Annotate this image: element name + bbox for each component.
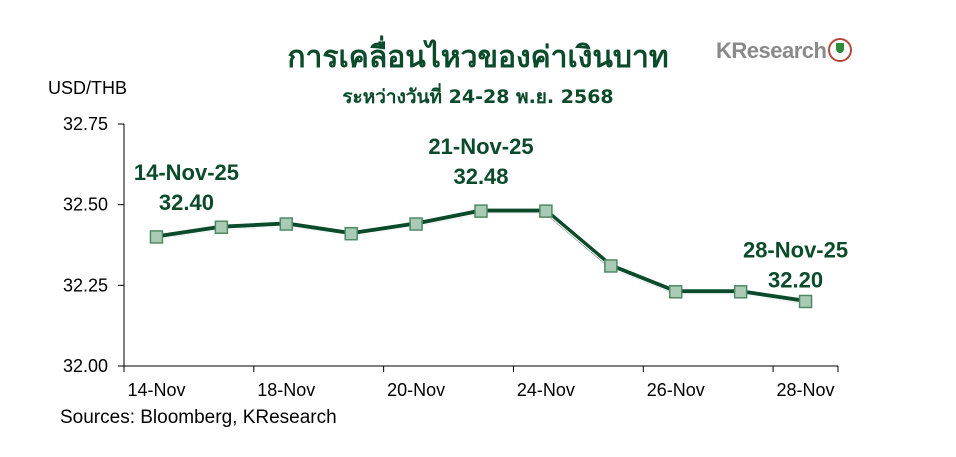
series-line xyxy=(156,208,806,304)
data-label-value: 32.40 xyxy=(159,190,214,215)
logo-text: KResearch xyxy=(716,38,827,63)
data-point xyxy=(214,220,229,235)
y-axis-label: USD/THB xyxy=(48,78,128,98)
data-label-date: 28-Nov-25 xyxy=(743,237,848,262)
kresearch-logo: KResearch xyxy=(716,38,853,64)
data-label: 28-Nov-25 32.20 xyxy=(743,237,848,292)
data-label: 14-Nov-25 32.40 xyxy=(134,160,239,215)
x-tick-label: 18-Nov xyxy=(257,380,315,400)
chart-subtitle: ระหว่างวันที่ 24-28 พ.ย. 2568 xyxy=(342,86,614,108)
data-label-value: 32.48 xyxy=(453,164,508,189)
data-label-value: 32.20 xyxy=(768,267,823,292)
y-tick-label: 32.00 xyxy=(63,356,108,376)
y-tick-label: 32.25 xyxy=(63,275,108,295)
data-point xyxy=(149,230,164,244)
data-label: 21-Nov-25 32.48 xyxy=(428,134,533,189)
data-point xyxy=(279,217,294,231)
source-note: Sources: Bloomberg, KResearch xyxy=(60,407,337,428)
x-tick-label: 20-Nov xyxy=(387,380,445,400)
x-tick-label: 14-Nov xyxy=(127,380,185,400)
sprout-icon xyxy=(828,38,853,62)
data-point xyxy=(733,285,748,299)
data-label-date: 21-Nov-25 xyxy=(428,134,533,159)
y-tick-label: 32.50 xyxy=(63,195,108,215)
data-point xyxy=(668,285,683,299)
data-point xyxy=(344,226,358,241)
data-point xyxy=(474,204,488,218)
data-point xyxy=(539,204,553,218)
data-label-date: 14-Nov-25 xyxy=(134,160,239,185)
x-tick-label: 28-Nov xyxy=(777,380,835,400)
chart-title: การเคลื่อนไหวของค่าเงินบาท xyxy=(287,40,669,75)
x-tick-label: 24-Nov xyxy=(517,380,575,400)
data-point xyxy=(604,259,618,273)
y-tick-label: 32.75 xyxy=(63,114,108,134)
data-point xyxy=(409,217,423,231)
x-tick-label: 26-Nov xyxy=(647,380,705,400)
data-point xyxy=(798,294,813,309)
